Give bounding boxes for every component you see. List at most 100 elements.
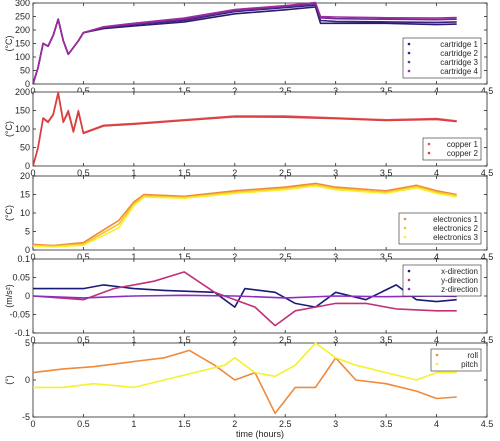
axes-box: [32, 91, 488, 167]
x-tick-label: 4: [434, 335, 439, 345]
legend-marker: [407, 287, 411, 291]
legend-label: cartridge 1: [440, 40, 478, 49]
x-tick-label: 3.5: [380, 252, 393, 262]
x-tick-label: 2.5: [279, 168, 292, 178]
axes-box: [32, 342, 488, 418]
x-axis-label: time (hours): [236, 429, 284, 439]
series-line-electronics-2: [32, 184, 457, 248]
legend-label: y-direction: [441, 276, 478, 285]
legend-label: cartridge 2: [440, 49, 478, 58]
legend-box: [422, 137, 482, 161]
legend-label: copper 2: [447, 149, 479, 158]
x-tick-label: 4.5: [481, 252, 494, 262]
series-line-roll: [32, 349, 457, 415]
y-tick-label: 100: [15, 52, 30, 62]
y-tick-label: 50: [20, 66, 30, 76]
legend-marker: [407, 278, 411, 282]
y-tick-label: 300: [15, 0, 30, 8]
panel-2: 0 0.5 1 1.5 2 2.5 3 3.5 4 4.5050100150200(°C)copp…: [4, 87, 493, 178]
x-tick-label: 2: [232, 419, 237, 429]
x-tick-label: 2: [232, 335, 237, 345]
x-tick-label: 1: [131, 252, 136, 262]
x-tick-label: 2: [232, 86, 237, 96]
legend-label: z-direction: [441, 285, 478, 294]
y-tick-label: 20: [20, 171, 30, 181]
legend-marker: [403, 217, 407, 221]
y-tick-label: 0: [25, 245, 30, 255]
y-tick-label: 100: [15, 124, 30, 134]
x-tick-label: 4.5: [481, 86, 494, 96]
x-tick-label: 3: [333, 252, 338, 262]
legend-marker: [407, 51, 411, 55]
legend-marker: [435, 353, 439, 357]
x-tick-label: 1.5: [178, 86, 191, 96]
legend-label: pitch: [461, 360, 478, 369]
x-tick-label: 0: [30, 252, 35, 262]
x-tick-label: 1.5: [178, 419, 191, 429]
legend-label: electronics 1: [433, 215, 478, 224]
y-tick-label: -5: [22, 412, 30, 422]
x-tick-label: 4.5: [481, 419, 494, 429]
y-tick-label: 5: [25, 227, 30, 237]
x-tick-label: 2.5: [279, 86, 292, 96]
legend-marker: [427, 142, 431, 146]
series-line-pitch: [33, 342, 457, 389]
y-tick-label: -0.05: [9, 310, 30, 320]
legend-marker: [435, 362, 439, 366]
x-tick-label: 2.5: [279, 252, 292, 262]
legend-box: [398, 212, 482, 245]
legend-label: copper 1: [447, 140, 479, 149]
legend-label: electronics 2: [433, 224, 478, 233]
panel-1: 0 0.5 1 1.5 2 2.5 3 3.5 4 4.5050100150200250300(°…: [4, 0, 493, 96]
x-tick-label: 2.5: [279, 335, 292, 345]
legend-box: [402, 37, 482, 79]
y-tick-label: 150: [15, 39, 30, 49]
x-tick-label: 0.5: [77, 252, 90, 262]
legend-marker: [407, 269, 411, 273]
x-tick-label: 0: [30, 335, 35, 345]
y-tick-label: 0: [25, 291, 30, 301]
x-tick-label: 0: [30, 168, 35, 178]
y-tick-label: -0.1: [14, 328, 30, 338]
x-tick-label: 0: [30, 419, 35, 429]
x-tick-label: 1.5: [178, 252, 191, 262]
series-line-y-direction: [32, 271, 457, 327]
y-tick-label: 250: [15, 12, 30, 22]
x-tick-label: 0: [30, 86, 35, 96]
y-axis-label: (°C): [4, 35, 14, 51]
x-tick-label: 3.5: [380, 335, 393, 345]
series-line-electronics-1: [32, 182, 457, 247]
legend-marker: [407, 69, 411, 73]
y-tick-label: 0: [25, 375, 30, 385]
y-axis-label: (°C): [4, 121, 14, 137]
y-tick-label: 0: [25, 79, 30, 89]
y-tick-label: 200: [15, 25, 30, 35]
y-tick-label: 0.1: [17, 254, 30, 264]
legend-box: [430, 348, 482, 372]
x-tick-label: 1.5: [178, 335, 191, 345]
legend-label: roll: [467, 351, 478, 360]
x-tick-label: 0.5: [77, 86, 90, 96]
x-tick-label: 3.5: [380, 419, 393, 429]
x-tick-label: 3: [333, 168, 338, 178]
x-tick-label: 2.5: [279, 419, 292, 429]
x-tick-label: 1: [131, 419, 136, 429]
y-tick-label: 10: [20, 208, 30, 218]
y-tick-label: 50: [20, 143, 30, 153]
x-tick-label: 0.5: [77, 335, 90, 345]
x-tick-label: 1: [131, 168, 136, 178]
x-tick-label: 1.5: [178, 168, 191, 178]
x-tick-label: 0.5: [77, 419, 90, 429]
series-line-copper-2: [32, 92, 457, 167]
y-tick-label: 0.05: [12, 273, 30, 283]
y-tick-label: 5: [25, 338, 30, 348]
x-tick-label: 3.5: [380, 168, 393, 178]
y-tick-label: 200: [15, 87, 30, 97]
legend-label: cartridge 3: [440, 58, 478, 67]
